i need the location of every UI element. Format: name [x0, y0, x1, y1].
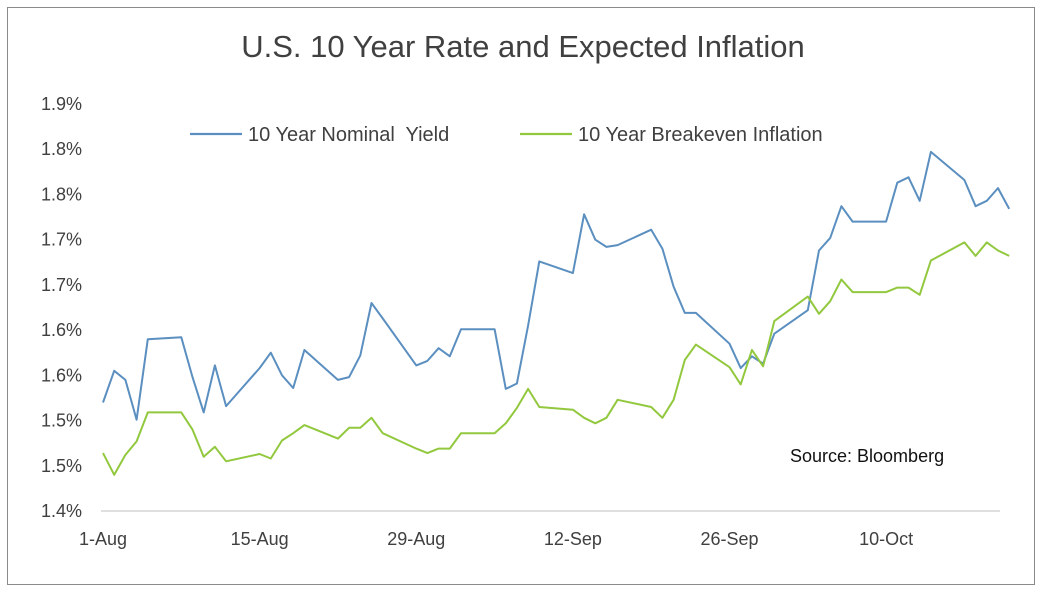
source-note: Source: Bloomberg: [790, 446, 945, 466]
x-tick-label: 29-Aug: [387, 529, 445, 549]
x-tick-label: 12-Sep: [544, 529, 602, 549]
legend-label: 10 Year Breakeven Inflation: [578, 124, 823, 146]
legend-label: 10 Year Nominal Yield: [248, 124, 449, 146]
y-tick-label: 1.7%: [41, 275, 82, 295]
x-tick-label: 15-Aug: [231, 529, 289, 549]
y-tick-label: 1.7%: [41, 230, 82, 250]
y-tick-label: 1.8%: [41, 184, 82, 204]
x-axis-ticks: 1-Aug 15-Aug 29-Aug 12-Sep 26-Sep 10-Oct: [79, 529, 913, 549]
chart-frame: [7, 7, 1035, 585]
x-tick-label: 26-Sep: [700, 529, 758, 549]
nominal-yield-line: [102, 150, 1011, 421]
chart-title: U.S. 10 Year Rate and Expected Inflation: [241, 29, 805, 64]
breakeven-inflation-line: [102, 241, 1010, 476]
y-tick-label: 1.5%: [41, 411, 82, 431]
x-tick-label: 10-Oct: [859, 529, 913, 549]
y-axis-ticks: 1.4% 1.5% 1.5% 1.6% 1.6% 1.7% 1.7% 1.8% 1.8% 1.9%: [41, 94, 82, 521]
x-tick-label: 1-Aug: [79, 529, 127, 549]
y-tick-label: 1.9%: [41, 94, 82, 114]
y-tick-label: 1.5%: [41, 456, 82, 476]
series-lines: [102, 150, 1011, 476]
y-tick-label: 1.8%: [41, 139, 82, 159]
legend: 10 Year Nominal Yield 10 Year Breakeven I…: [190, 124, 823, 146]
y-tick-label: 1.6%: [41, 365, 82, 385]
y-tick-label: 1.4%: [41, 501, 82, 521]
y-tick-label: 1.6%: [41, 320, 82, 340]
